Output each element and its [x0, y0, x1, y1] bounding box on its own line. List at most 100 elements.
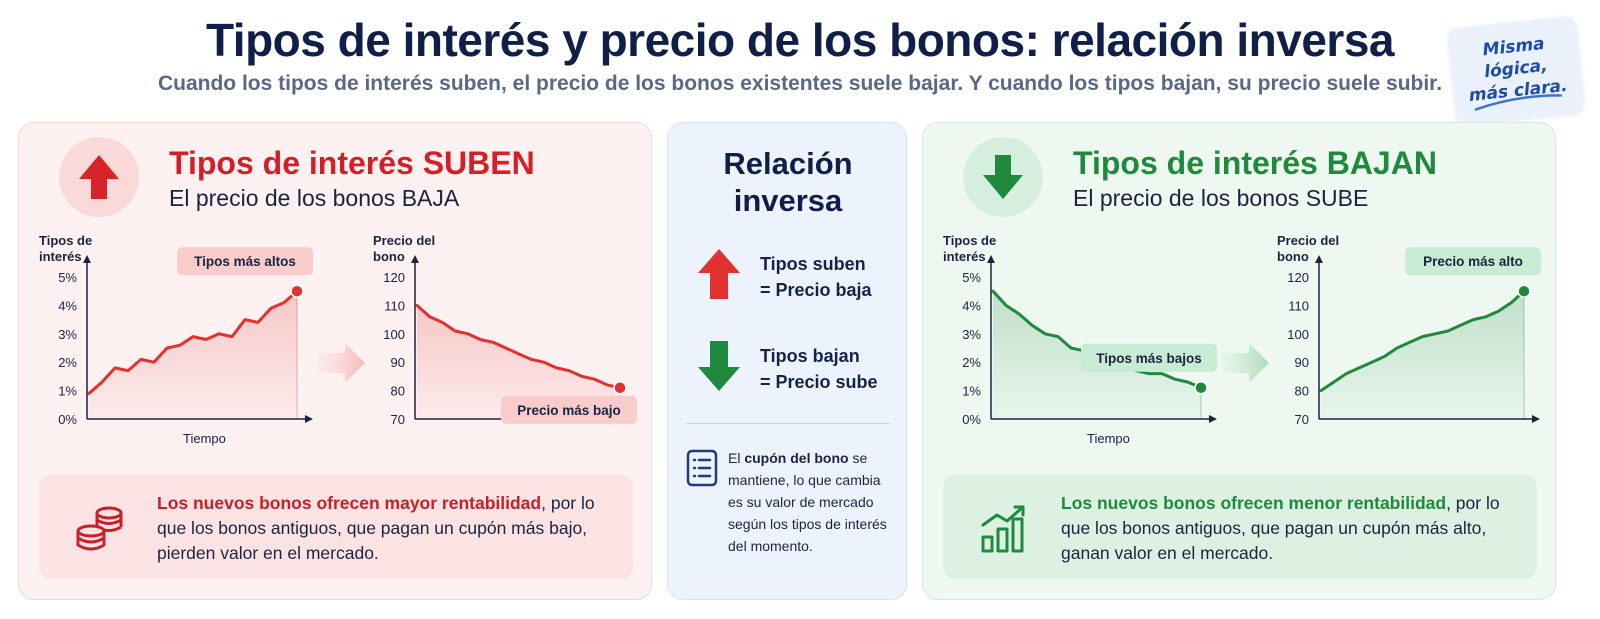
axis-y-label: Tipos de interés	[39, 233, 92, 264]
arrow-up-icon	[698, 249, 740, 299]
coupon-note-text: El cupón del bono se mantiene, lo que ca…	[728, 447, 896, 557]
divider	[686, 423, 890, 424]
end-point	[1517, 284, 1531, 298]
y-axis-arrow	[83, 255, 91, 263]
annotation-box	[501, 395, 637, 424]
tick-label: 4%	[962, 298, 981, 313]
relation-down-line-2: = Precio sube	[760, 372, 878, 392]
coupon-rest: se mantiene, lo que cambia es su valor d…	[728, 450, 887, 554]
explanation-text: Los nuevos bonos ofrecen menor rentabili…	[1061, 491, 1521, 566]
tick-label: 3%	[962, 327, 981, 342]
arrow-up-icon	[79, 155, 119, 199]
page-subtitle: Cuando los tipos de interés suben, el pr…	[157, 72, 1443, 95]
explanation-box: Los nuevos bonos ofrecen menor rentabili…	[943, 475, 1537, 579]
end-point	[1194, 381, 1208, 395]
relation-up-text: Tipos suben = Precio baja	[760, 251, 872, 303]
panel-subtitle: El precio de los bonos BAJA	[169, 185, 460, 211]
tick-label: 110	[1288, 298, 1309, 313]
document-list-icon	[686, 449, 718, 487]
page-title: Tipos de interés y precio de los bonos: …	[206, 14, 1394, 66]
annotation-label: Tipos más altos	[194, 254, 296, 269]
series-area	[993, 291, 1201, 419]
tick-label: 120	[1287, 270, 1309, 285]
tick-label: 70	[391, 412, 405, 427]
tick-label: 80	[1295, 384, 1309, 399]
end-point	[290, 284, 304, 298]
annotation-box	[1081, 343, 1217, 372]
tick-label: 3%	[58, 327, 77, 342]
relation-up-line-1: Tipos suben	[760, 254, 866, 274]
underline-stroke-icon	[1474, 94, 1563, 111]
annotation-box	[177, 247, 313, 276]
series-area	[1321, 291, 1524, 419]
tick-label: 120	[383, 270, 405, 285]
axis-y-label: Tipos de interés	[943, 233, 996, 264]
coins-stack-icon	[76, 506, 123, 551]
tick-label: 0%	[962, 412, 981, 427]
tick-label: 1%	[962, 384, 981, 399]
annotation-box	[1405, 247, 1541, 276]
relation-down-text: Tipos bajan = Precio sube	[760, 343, 878, 395]
tick-label: 5%	[962, 270, 981, 285]
center-title-line-2: inversa	[733, 183, 843, 218]
up-arrow-badge	[59, 137, 139, 217]
coupon-pre: El	[728, 450, 745, 466]
tick-label: 90	[391, 355, 405, 370]
explanation-rest: , por lo que los bonos antiguos, que pag…	[1061, 493, 1500, 563]
center-title: Relación inversa	[668, 145, 908, 219]
y-axis-arrow	[411, 255, 419, 263]
explanation-bold: Los nuevos bonos ofrecen mayor rentabili…	[157, 493, 542, 513]
x-axis-arrow	[305, 415, 313, 423]
tick-label: 110	[384, 298, 405, 313]
axis-x-label: Tiempo	[183, 431, 226, 446]
x-axis-arrow	[1209, 415, 1217, 423]
annotation-label: Tipos más bajos	[1096, 351, 1202, 366]
panel-subtitle: El precio de los bonos SUBE	[1073, 185, 1369, 211]
tick-label: 1%	[58, 384, 77, 399]
down-arrow-badge	[963, 137, 1043, 217]
explanation-bold: Los nuevos bonos ofrecen menor rentabili…	[1061, 493, 1447, 513]
chart-rates-down: Tipos de interés 0% 1% 2% 3% 4% 5% Tiempo Tipos m…	[939, 233, 1219, 468]
tick-label: 100	[383, 327, 405, 342]
arrow-right-icon	[1221, 343, 1269, 383]
panel-inverse-relation: Relación inversa Tipos suben = Precio ba…	[667, 122, 907, 600]
explanation-text: Los nuevos bonos ofrecen mayor rentabili…	[157, 491, 617, 566]
explanation-rest: , por lo que los bonos antiguos, que pag…	[157, 493, 595, 563]
chart-price-down: Precio del bono 70 80 90 100 110 120 Precio más …	[369, 233, 639, 468]
explanation-box: Los nuevos bonos ofrecen mayor rentabili…	[39, 475, 633, 579]
chart-price-up: Precio del bono 70 80 90 100 110 120 Precio más …	[1273, 233, 1543, 468]
panel-rates-down: Tipos de interés BAJAN El precio de los …	[922, 122, 1556, 600]
annotation-label: Precio más alto	[1423, 254, 1523, 269]
x-axis-arrow	[1532, 415, 1540, 423]
arrow-down-icon	[983, 155, 1023, 199]
coupon-bold: cupón del bono	[744, 450, 849, 466]
arrow-right-icon	[317, 343, 365, 383]
sticky-note: Misma lógica, más clara.	[1447, 15, 1585, 125]
header: Tipos de interés y precio de los bonos: …	[0, 12, 1600, 96]
panel-rates-up: Tipos de interés SUBEN El precio de los …	[18, 122, 652, 600]
series-line	[87, 289, 299, 395]
tick-label: 70	[1295, 412, 1309, 427]
tick-label: 80	[391, 384, 405, 399]
arrow-down-icon	[698, 341, 740, 391]
tick-label: 2%	[58, 355, 77, 370]
axis-y-label: Precio del bono	[373, 233, 435, 264]
relation-down-line-1: Tipos bajan	[760, 346, 860, 366]
y-axis-arrow	[987, 255, 995, 263]
end-point	[613, 381, 627, 395]
growth-bars-icon	[981, 505, 1025, 553]
panel-title: Tipos de interés SUBEN	[169, 145, 535, 181]
axis-x-label: Tiempo	[1087, 431, 1130, 446]
relation-up-line-2: = Precio baja	[760, 280, 872, 300]
panel-title: Tipos de interés BAJAN	[1073, 145, 1437, 181]
chart-rates-up: Tipos de interés 0% 1% 2% 3% 4% 5% Tiempo Tipos m…	[35, 233, 315, 468]
series-line	[415, 303, 622, 390]
annotation-label: Precio más bajo	[517, 403, 621, 418]
tick-label: 100	[1287, 327, 1309, 342]
series-line	[1319, 289, 1526, 393]
y-axis-arrow	[1315, 255, 1323, 263]
tick-label: 90	[1295, 355, 1309, 370]
tick-label: 2%	[962, 355, 981, 370]
center-title-line-1: Relación	[723, 146, 853, 181]
tick-label: 5%	[58, 270, 77, 285]
